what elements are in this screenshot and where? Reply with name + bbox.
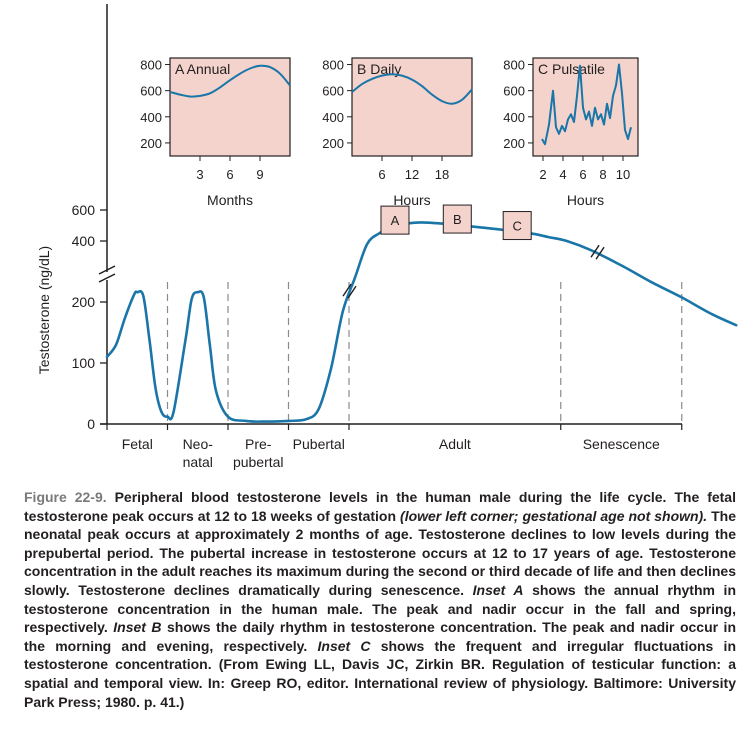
main-testosterone-curve [105, 221, 738, 423]
y-axis-break-mark [98, 265, 116, 283]
inset-curve [169, 64, 291, 98]
caption-part: (lower left corner; gestational age not … [400, 507, 708, 524]
inset-title: C Pulsatile [538, 61, 605, 77]
phase-label: Adult [439, 436, 471, 452]
inset-c: C Pulsatile 200 400 600 800 2 4 6 8 10 Hours [503, 57, 639, 208]
phase-label: Pre-pubertal [233, 436, 284, 470]
phase-label: Pubertal [293, 436, 345, 452]
caption-part: Peripheral blood testosterone levels in … [24, 489, 736, 524]
caption-part: shows the annual rhythm in testosterone … [24, 581, 737, 636]
inset-curve [541, 63, 632, 146]
inset-x-tick-label: 8 [599, 167, 606, 182]
caption-part: shows the daily rhythm in testosterone c… [24, 619, 736, 654]
phase-label: Fetal [122, 436, 153, 452]
inset-plot-area [169, 57, 291, 157]
testosterone-life-cycle-figure: Testosterone (ng/dL) 0 100 200 400 600 Fetal… [36, 4, 738, 470]
inset-y-tick-label: 800 [503, 58, 525, 73]
caption-part: shows the frequent and irregular fluctua… [24, 637, 736, 710]
inset-x-tick-label: 6 [378, 167, 385, 182]
inset-x-axis-title: Hours [567, 192, 604, 208]
figure-caption: Figure 22-9. Peripheral blood testostero… [24, 488, 736, 711]
svg-text:C: C [512, 219, 521, 234]
inset-y-tick-label: 600 [140, 84, 162, 99]
svg-text:B: B [453, 212, 462, 227]
inset-x-tick-label: 9 [256, 167, 263, 182]
y-axis-title: Testosterone (ng/dL) [36, 246, 52, 374]
inset-y-tick-label: 200 [140, 136, 162, 151]
svg-text:A: A [391, 213, 400, 228]
inset-x-tick-label: 6 [226, 167, 233, 182]
inset-x-axis-title: Months [207, 192, 253, 208]
inset-y-tick-label: 400 [140, 110, 162, 125]
caption-part: The neonatal peak occurs at approximatel… [24, 507, 736, 598]
inset-y-tick-label: 200 [503, 136, 525, 151]
inset-marker-b: B [442, 204, 472, 234]
inset-curve [351, 73, 473, 105]
inset-title: B Daily [357, 61, 401, 77]
y-tick-label: 400 [72, 233, 96, 249]
y-tick-label: 600 [72, 202, 96, 218]
inset-x-axis-title: Hours [393, 192, 430, 208]
caption-part: Inset A [472, 581, 524, 598]
inset-y-tick-label: 400 [503, 110, 525, 125]
inset-y-tick-label: 400 [322, 110, 344, 125]
inset-x-tick-label: 3 [196, 167, 203, 182]
inset-x-tick-label: 10 [616, 167, 630, 182]
caption-part: Inset B [113, 619, 162, 636]
inset-marker-a: A [380, 205, 410, 235]
inset-x-tick-label: 4 [559, 167, 566, 182]
figure-number: Figure 22-9. [24, 489, 107, 505]
phase-label: Neo-natal [183, 436, 214, 470]
phase-label: Senescence [583, 436, 660, 452]
inset-b: B Daily 200 400 600 800 6 12 18 Hours [322, 57, 473, 208]
inset-x-tick-label: 18 [435, 167, 449, 182]
caption-part: Inset C [317, 637, 371, 654]
inset-y-tick-label: 600 [322, 84, 344, 99]
inset-y-tick-label: 200 [322, 136, 344, 151]
inset-y-tick-label: 800 [140, 58, 162, 73]
curve-break-senescence [590, 244, 605, 260]
inset-x-tick-label: 6 [579, 167, 586, 182]
inset-x-tick-label: 2 [539, 167, 546, 182]
inset-x-tick-label: 12 [405, 167, 419, 182]
inset-marker-c: C [502, 211, 532, 241]
curve-break-pubertal [342, 283, 357, 299]
y-tick-label: 100 [72, 355, 96, 371]
y-tick-label: 200 [72, 294, 96, 310]
inset-y-tick-label: 800 [322, 58, 344, 73]
y-tick-label: 0 [87, 416, 95, 432]
inset-y-tick-label: 600 [503, 84, 525, 99]
inset-title: A Annual [175, 61, 230, 77]
